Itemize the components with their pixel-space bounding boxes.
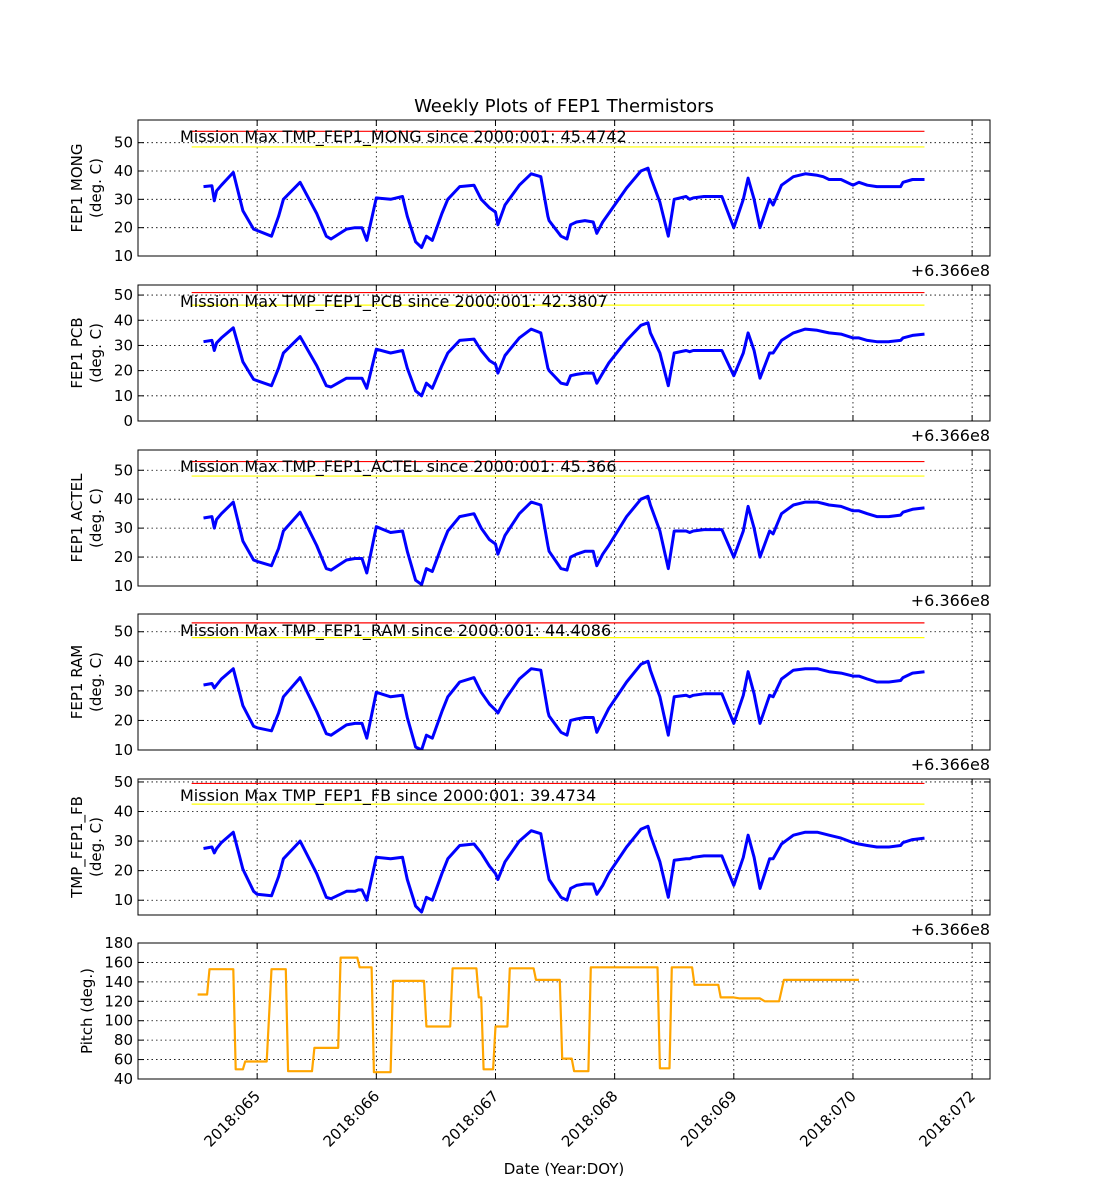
mission-max-annotation: Mission Max TMP_FEP1_RAM since 2000:001:… [180, 621, 611, 641]
axis-offset-label: +6.366e8 [911, 591, 990, 610]
panel-fb: 10 20 30 40 50 Mission Max TMP_FEP1_FB since … [68, 773, 991, 939]
x-axis-label: Date (Year:DOY) [504, 1160, 625, 1178]
x-tick-label: 2018:068 [558, 1087, 622, 1151]
panel-ram: 10 20 30 40 50 Mission Max TMP_FEP1_RAM since… [68, 613, 991, 774]
axes-frame [137, 449, 991, 587]
y-tick-label: 80 [114, 1031, 133, 1049]
y-tick-label: 120 [104, 992, 133, 1010]
y-tick-label: 40 [114, 490, 133, 508]
y-tick-label: 20 [114, 219, 133, 237]
y-tick-label: 50 [114, 134, 133, 152]
y-axis-label-line: FEP1 RAM [68, 645, 86, 719]
y-tick-label: 50 [114, 461, 133, 479]
y-axis-label-line: FEP1 ACTEL [68, 473, 86, 563]
y-axis-label: Pitch (deg.) [78, 968, 96, 1054]
y-tick-label: 20 [114, 711, 133, 729]
y-axis-label: FEP1 MONG(deg. C) [68, 143, 105, 232]
y-tick-label: 0 [123, 412, 133, 430]
axes-frame [137, 119, 991, 257]
series-line-pitch [197, 956, 859, 1074]
y-tick-label: 30 [114, 682, 133, 700]
y-tick-label: 10 [114, 741, 133, 759]
axes-frame [137, 284, 991, 422]
x-axis-ticks: 2018:065 2018:066 2018:067 2018:068 2018:069… [200, 1087, 979, 1151]
y-tick-label: 10 [114, 247, 133, 265]
y-tick-label: 160 [104, 953, 133, 971]
panel-actel: 10 20 30 40 50 Mission Max TMP_FEP1_ACTEL sin… [68, 449, 991, 610]
mission-max-annotation: Mission Max TMP_FEP1_MONG since 2000:001… [180, 127, 627, 147]
y-tick-label: 20 [114, 362, 133, 380]
panel-pcb: 0 10 20 30 40 50 Mission Max TMP_FEP1_PCB sinc… [68, 284, 991, 445]
panels: 10 20 30 40 50 Mission Max TMP_FEP1_MONG sinc… [68, 119, 991, 1088]
y-axis-label-line: Pitch (deg.) [78, 968, 96, 1054]
y-tick-label: 10 [114, 387, 133, 405]
axes-frame [137, 778, 991, 916]
y-tick-label: 40 [114, 1070, 133, 1088]
x-tick-label: 2018:066 [320, 1087, 384, 1151]
y-tick-label: 40 [114, 803, 133, 821]
mission-max-annotation: Mission Max TMP_FEP1_FB since 2000:001: … [180, 786, 596, 806]
y-axis-label-line: (deg. C) [87, 158, 105, 218]
y-tick-label: 180 [104, 934, 133, 952]
y-axis-label-line: (deg. C) [87, 652, 105, 712]
y-axis-label: FEP1 RAM(deg. C) [68, 645, 105, 719]
y-axis-label: FEP1 ACTEL(deg. C) [68, 473, 105, 563]
y-tick-label: 30 [114, 190, 133, 208]
y-tick-label: 20 [114, 548, 133, 566]
y-tick-label: 10 [114, 577, 133, 595]
y-axis-label-line: FEP1 PCB [68, 317, 86, 388]
y-tick-label: 20 [114, 862, 133, 880]
series-line-ram [203, 659, 925, 750]
axis-offset-label: +6.366e8 [911, 920, 990, 939]
mission-max-annotation: Mission Max TMP_FEP1_ACTEL since 2000:00… [180, 457, 616, 477]
series-line-mong [203, 166, 925, 249]
y-tick-label: 40 [114, 652, 133, 670]
series-line-actel [203, 494, 925, 586]
y-tick-label: 30 [114, 832, 133, 850]
axis-offset-label: +6.366e8 [911, 261, 990, 280]
y-axis-label-line: (deg. C) [87, 323, 105, 383]
y-tick-label: 50 [114, 773, 133, 791]
x-tick-label: 2018:072 [915, 1087, 979, 1151]
y-axis-label-line: FEP1 MONG [68, 143, 86, 232]
x-tick-label: 2018:065 [200, 1087, 264, 1151]
y-axis-label-line: (deg. C) [87, 488, 105, 548]
series-line-fb [203, 824, 925, 914]
mission-max-annotation: Mission Max TMP_FEP1_PCB since 2000:001:… [180, 292, 608, 312]
y-tick-label: 40 [114, 311, 133, 329]
y-tick-label: 30 [114, 336, 133, 354]
axis-offset-label: +6.366e8 [911, 426, 990, 445]
x-tick-label: 2018:069 [677, 1087, 741, 1151]
y-tick-label: 30 [114, 519, 133, 537]
y-tick-label: 100 [104, 1012, 133, 1030]
y-tick-label: 40 [114, 162, 133, 180]
y-tick-label: 10 [114, 891, 133, 909]
axes-frame [137, 613, 991, 751]
y-axis-label: TMP_FEP1_FB(deg. C) [68, 796, 105, 899]
y-axis-label-line: TMP_FEP1_FB [68, 796, 87, 899]
axes-frame [137, 942, 991, 1080]
axis-offset-label: +6.366e8 [911, 755, 990, 774]
y-tick-label: 50 [114, 623, 133, 641]
y-axis-label: FEP1 PCB(deg. C) [68, 317, 105, 388]
x-tick-label: 2018:067 [439, 1087, 503, 1151]
y-tick-label: 140 [104, 973, 133, 991]
y-tick-label: 60 [114, 1051, 133, 1069]
figure-title: Weekly Plots of FEP1 Thermistors [414, 96, 714, 117]
y-tick-label: 50 [114, 286, 133, 304]
y-axis-label-line: (deg. C) [87, 817, 105, 877]
series-line-pcb [203, 321, 925, 398]
panel-mong: 10 20 30 40 50 Mission Max TMP_FEP1_MONG sinc… [68, 119, 991, 280]
x-tick-label: 2018:070 [796, 1087, 860, 1151]
